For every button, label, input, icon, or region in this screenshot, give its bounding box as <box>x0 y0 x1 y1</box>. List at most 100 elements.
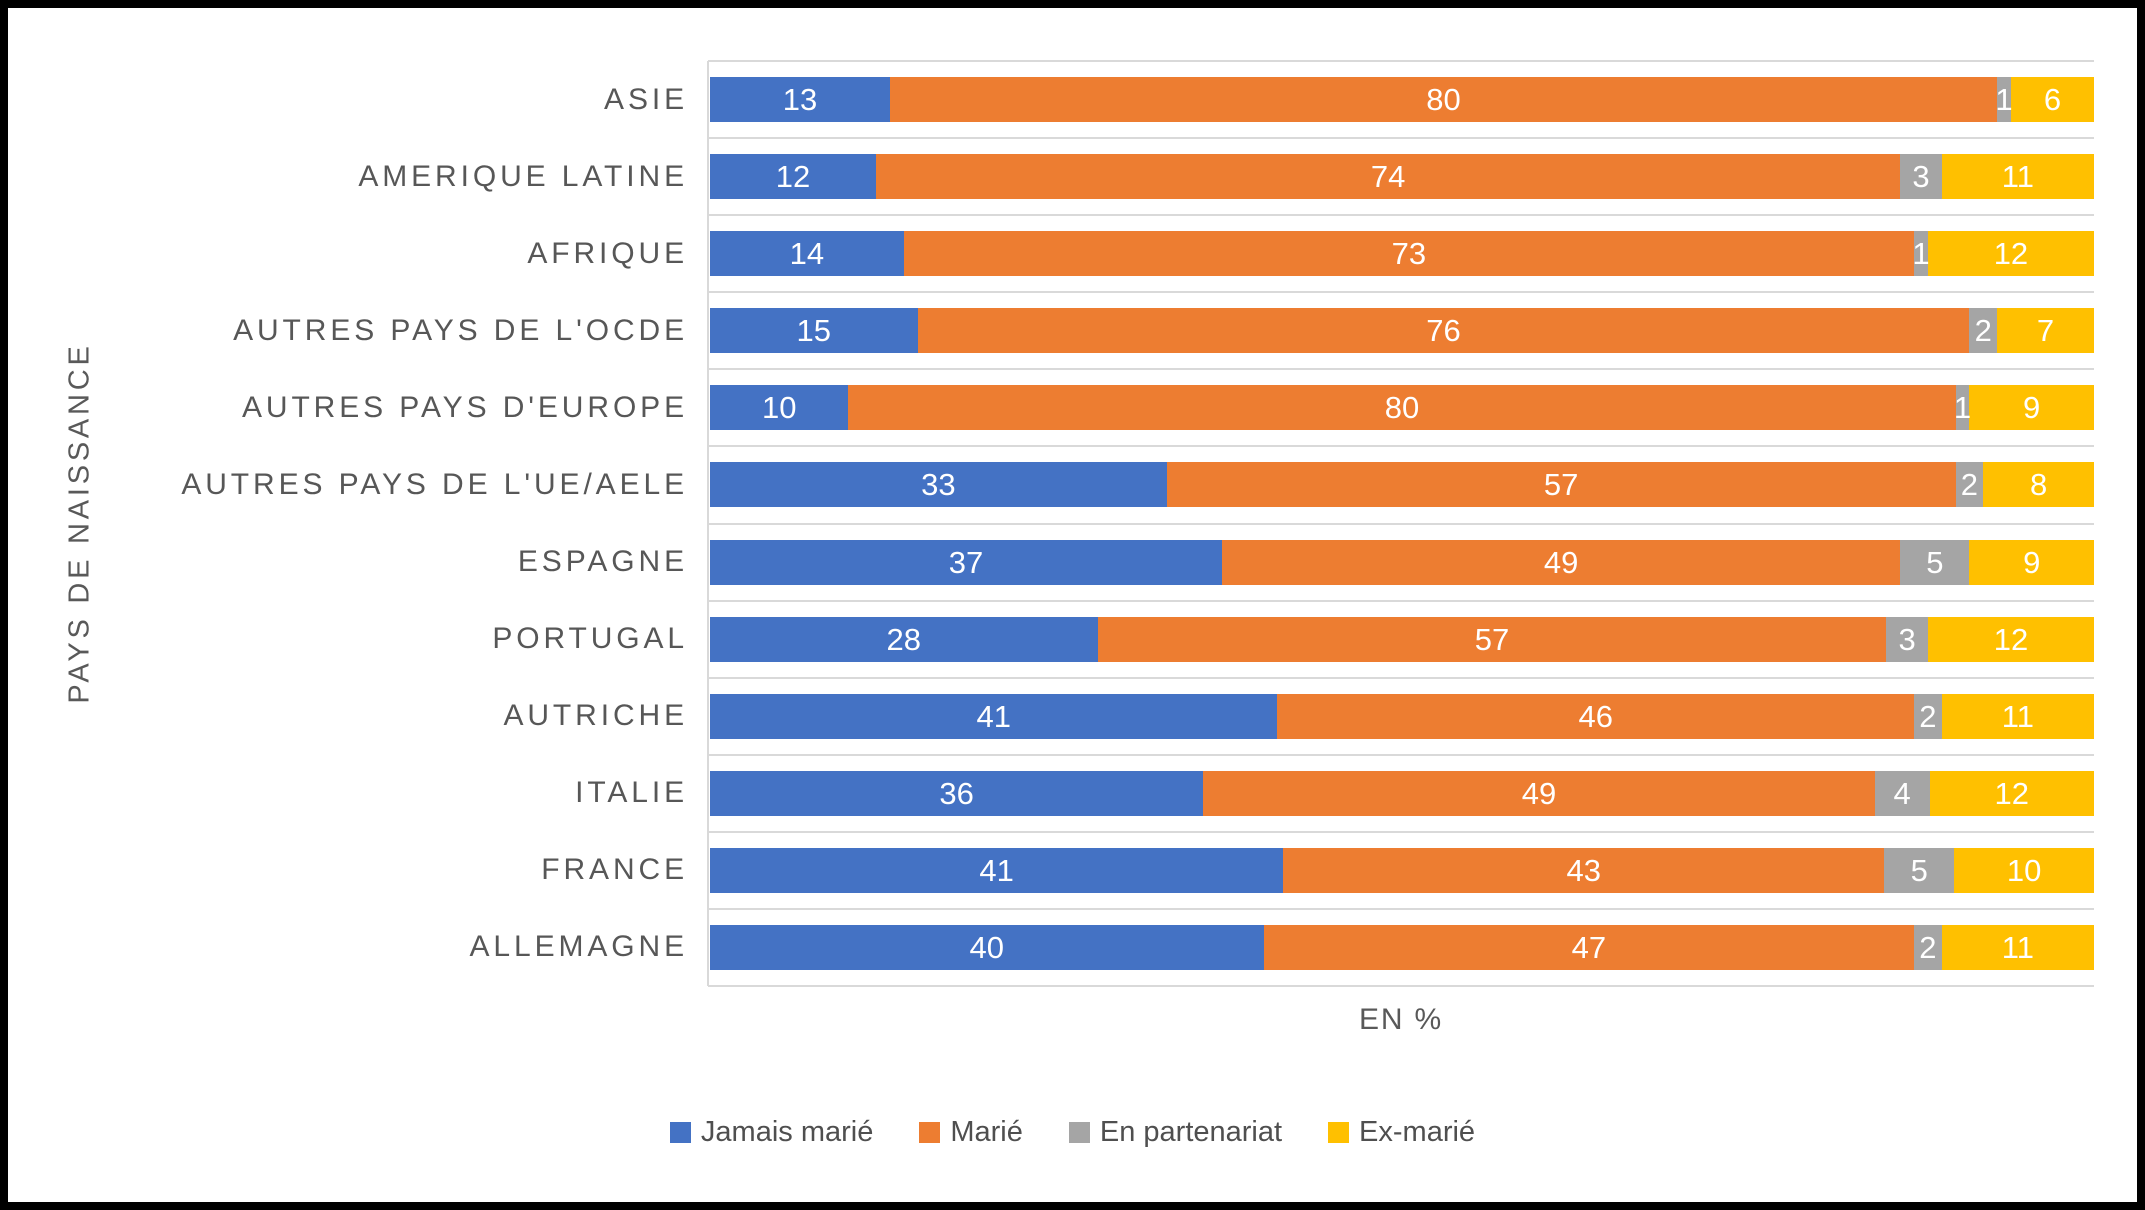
category-label: ESPAGNE <box>517 545 688 579</box>
bar-value-label: 13 <box>782 82 818 117</box>
stacked-bar: 15 76 2 7 <box>710 308 2094 354</box>
stacked-bar: 41 43 5 10 <box>710 847 2094 893</box>
bar-segment: 41 <box>710 847 1284 893</box>
category-label: AUTRES PAYS DE L'OCDE <box>233 313 688 347</box>
bar-value-label: 1 <box>1953 390 1972 426</box>
bar-segment: 57 <box>1166 462 1956 508</box>
bar-row: 37 49 5 9 <box>708 524 2094 601</box>
stacked-bar: 40 47 2 11 <box>710 924 2094 970</box>
bar-value-label: 80 <box>1384 390 1420 426</box>
bar-row: 10 80 1 9 <box>708 369 2094 446</box>
bar-segment: 80 <box>889 77 1998 122</box>
bar-segment: 49 <box>1222 539 1901 585</box>
bar-value-label: 5 <box>1926 544 1944 580</box>
legend: Jamais marié Marié En partenariat Ex-marié <box>8 1116 2137 1149</box>
bar-value-label: 15 <box>796 313 832 349</box>
bar-segment: 12 <box>1927 616 2094 662</box>
bar-segment: 11 <box>1941 693 2094 739</box>
gridline <box>708 753 2094 756</box>
legend-swatch-icon <box>1328 1122 1350 1143</box>
bar-segment: 80 <box>848 385 1956 431</box>
bar-value-label: 6 <box>2043 82 2062 117</box>
bar-segment: 43 <box>1283 847 1885 893</box>
bar-row: 33 57 2 8 <box>708 446 2094 523</box>
bar-value-label: 3 <box>1898 621 1916 657</box>
legend-label: Ex-marié <box>1359 1116 1476 1148</box>
bar-segment: 2 <box>1914 693 1942 739</box>
bar-segment: 4 <box>1874 770 1930 816</box>
stacked-bar: 37 49 5 9 <box>710 539 2094 585</box>
bar-row: 40 47 2 11 <box>708 909 2094 986</box>
bar-value-label: 9 <box>2023 390 2041 426</box>
gridline <box>708 599 2094 602</box>
bar-value-label: 1 <box>1912 236 1930 272</box>
bar-value-label: 7 <box>2036 313 2055 349</box>
bar-value-label: 57 <box>1474 621 1510 657</box>
stacked-bar: 13 80 1 6 <box>710 77 2094 122</box>
bar-row: 15 76 2 7 <box>708 292 2094 369</box>
category-label: AMERIQUE LATINE <box>358 159 688 193</box>
bar-segment: 2 <box>1969 308 1998 354</box>
gridline <box>708 137 2094 140</box>
bar-value-label: 41 <box>979 852 1014 888</box>
bar-value-label: 12 <box>1994 775 2029 811</box>
bar-segment: 13 <box>710 77 890 122</box>
legend-swatch-icon <box>669 1122 691 1143</box>
gridline <box>708 368 2094 371</box>
stacked-bar-chart: PAYS DE NAISSANCE ASIE AMERIQUE LATINE AFR… <box>8 8 2137 1202</box>
bar-segment: 73 <box>903 231 1915 277</box>
bar-segment: 5 <box>1884 847 1955 893</box>
bar-value-label: 2 <box>1974 313 1992 349</box>
bar-value-label: 10 <box>2006 852 2042 888</box>
bar-value-label: 12 <box>1993 621 2029 657</box>
bar-value-label: 11 <box>2001 159 2034 195</box>
bar-value-label: 49 <box>1543 544 1579 580</box>
category-label: AFRIQUE <box>527 236 688 270</box>
bar-segment: 47 <box>1263 924 1915 970</box>
legend-label: Marié <box>950 1116 1023 1148</box>
bar-value-label: 4 <box>1893 775 1911 811</box>
bar-segment: 11 <box>1941 924 2094 970</box>
bar-row: 28 57 3 12 <box>708 601 2094 678</box>
bar-row: 14 73 1 12 <box>708 215 2094 292</box>
category-label: AUTRICHE <box>503 699 688 733</box>
legend-item: Jamais marié <box>669 1116 873 1149</box>
legend-item: Ex-marié <box>1328 1116 1475 1149</box>
bar-segment: 6 <box>2010 77 2094 122</box>
bar-value-label: 11 <box>2001 698 2034 734</box>
bar-segment: 5 <box>1900 539 1970 585</box>
legend-label: En partenariat <box>1099 1116 1283 1148</box>
bar-segment: 9 <box>1969 385 2094 431</box>
bar-value-label: 14 <box>789 236 825 272</box>
bar-value-label: 76 <box>1426 313 1461 349</box>
stacked-bar: 10 80 1 9 <box>710 385 2094 431</box>
bar-row: 36 49 4 12 <box>708 755 2094 832</box>
category-label: FRANCE <box>541 853 688 887</box>
gridline <box>708 985 2094 987</box>
bar-segment: 10 <box>1954 847 2094 893</box>
bar-value-label: 1 <box>1995 82 2013 117</box>
bar-value-label: 9 <box>2023 544 2041 580</box>
plot-area: 13 80 1 6 12 74 3 11 14 73 1 12 15 76 2 7 10 80 1 9 33 57 2 8 37… <box>707 60 2094 987</box>
stacked-bar: 33 57 2 8 <box>710 462 2094 508</box>
bar-value-label: 49 <box>1521 775 1557 811</box>
bar-segment: 57 <box>1097 616 1887 662</box>
bar-value-label: 47 <box>1571 929 1607 965</box>
bar-segment: 46 <box>1277 693 1915 739</box>
bar-value-label: 12 <box>775 159 811 195</box>
legend-item: Marié <box>919 1116 1023 1149</box>
bar-value-label: 73 <box>1391 236 1427 272</box>
bar-value-label: 57 <box>1543 467 1579 503</box>
gridline <box>708 214 2094 217</box>
bar-value-label: 43 <box>1566 852 1601 888</box>
bar-segment: 2 <box>1955 462 1984 508</box>
bar-value-label: 12 <box>1993 236 2029 272</box>
legend-item: En partenariat <box>1068 1116 1283 1149</box>
bar-segment: 3 <box>1886 616 1928 662</box>
bar-segment: 37 <box>710 539 1223 585</box>
bar-value-label: 8 <box>2030 467 2048 503</box>
bar-segment: 1 <box>1995 77 2013 122</box>
bar-value-label: 74 <box>1370 159 1406 195</box>
bar-segment: 14 <box>710 231 904 277</box>
